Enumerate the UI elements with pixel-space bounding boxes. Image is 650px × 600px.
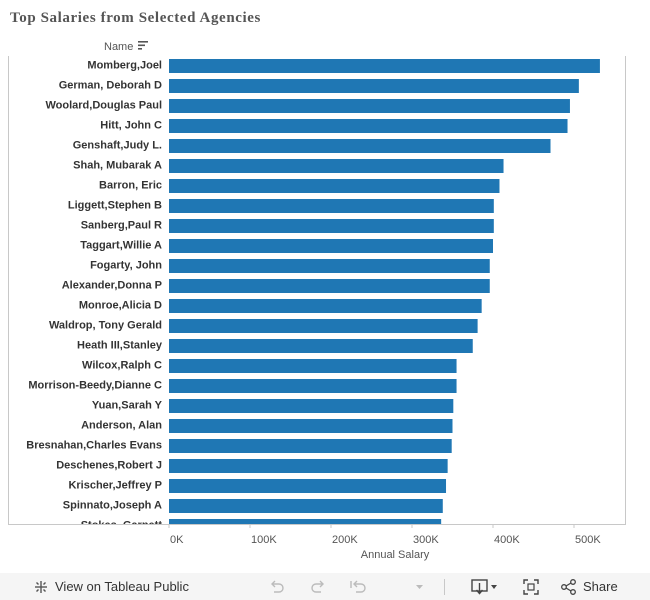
x-tick-label: 0K	[170, 534, 184, 546]
row-label: Hitt, John C	[100, 120, 162, 132]
bar[interactable]	[169, 459, 448, 473]
tableau-toolbar: View on Tableau Public Share	[0, 573, 650, 600]
row-label: Wilcox,Ralph C	[82, 360, 162, 372]
bar[interactable]	[169, 159, 504, 173]
row-label: Monroe,Alicia D	[79, 300, 162, 312]
row-label: Spinnato,Joseph A	[63, 500, 162, 512]
bar[interactable]	[169, 339, 473, 353]
bar[interactable]	[169, 179, 500, 193]
fullscreen-icon[interactable]	[522, 578, 540, 596]
bar[interactable]	[169, 519, 442, 533]
bar[interactable]	[169, 259, 490, 273]
bar[interactable]	[169, 319, 478, 333]
view-on-tableau-label: View on Tableau Public	[55, 579, 189, 594]
x-tick-label: 100K	[251, 534, 277, 546]
row-label: Waldrop, Tony Gerald	[49, 320, 162, 332]
plot-frame	[8, 56, 626, 525]
row-label: Heath III,Stanley	[77, 340, 163, 352]
x-tick-label: 300K	[413, 534, 439, 546]
row-label: Fogarty, John	[90, 260, 162, 272]
row-label: Stokes, Garnett	[81, 520, 163, 532]
x-tick-label: 200K	[332, 534, 358, 546]
row-label: Shah, Mubarak A	[73, 160, 162, 172]
row-label: Anderson, Alan	[81, 420, 162, 432]
bar[interactable]	[169, 79, 579, 93]
revert-dropdown-icon[interactable]	[415, 583, 424, 591]
bar[interactable]	[169, 139, 551, 153]
bar[interactable]	[169, 499, 443, 513]
bar[interactable]	[169, 99, 570, 113]
bar[interactable]	[169, 439, 452, 453]
bar[interactable]	[169, 239, 493, 253]
bar[interactable]	[169, 359, 457, 373]
bar[interactable]	[169, 119, 568, 133]
undo-icon[interactable]	[268, 578, 286, 596]
bar[interactable]	[169, 199, 494, 213]
bar[interactable]	[169, 219, 494, 233]
bar[interactable]	[169, 299, 482, 313]
sort-descending-icon[interactable]	[137, 40, 149, 52]
x-axis-title: Annual Salary	[361, 549, 430, 561]
row-label: Genshaft,Judy L.	[73, 140, 162, 152]
row-label: Morrison-Beedy,Dianne C	[28, 380, 162, 392]
bar[interactable]	[169, 379, 457, 393]
row-label: Liggett,Stephen B	[68, 200, 162, 212]
row-label: Bresnahan,Charles Evans	[26, 440, 162, 452]
bar-chart: Momberg,Joel German, Deborah D Woolard,Dou…	[26, 59, 601, 561]
row-label: Woolard,Douglas Paul	[45, 100, 162, 112]
share-icon	[561, 578, 576, 595]
revert-icon[interactable]	[348, 578, 370, 596]
row-label: Barron, Eric	[99, 180, 162, 192]
row-label: Sanberg,Paul R	[81, 220, 162, 232]
redo-icon[interactable]	[309, 578, 327, 596]
view-on-tableau-link[interactable]: View on Tableau Public	[33, 573, 189, 600]
bar[interactable]	[169, 399, 454, 413]
x-tick-label: 400K	[494, 534, 520, 546]
download-icon[interactable]	[470, 577, 500, 597]
share-button[interactable]: Share	[560, 573, 618, 600]
row-label: Alexander,Donna P	[62, 280, 162, 292]
tableau-logo-icon	[35, 580, 47, 593]
bar[interactable]	[169, 419, 453, 433]
name-column-header[interactable]: Name	[104, 41, 134, 53]
chart-title: Top Salaries from Selected Agencies	[10, 10, 261, 26]
bar[interactable]	[169, 479, 447, 493]
row-label: Yuan,Sarah Y	[92, 400, 163, 412]
row-label: Krischer,Jeffrey P	[68, 480, 162, 492]
x-tick-label: 500K	[575, 534, 601, 546]
toolbar-separator	[444, 579, 445, 595]
row-label: Deschenes,Robert J	[56, 460, 162, 472]
bar[interactable]	[169, 59, 600, 73]
row-label: German, Deborah D	[59, 80, 162, 92]
share-label: Share	[583, 579, 618, 594]
row-label: Momberg,Joel	[87, 60, 162, 72]
row-label: Taggart,Willie A	[80, 240, 162, 252]
bar[interactable]	[169, 279, 490, 293]
